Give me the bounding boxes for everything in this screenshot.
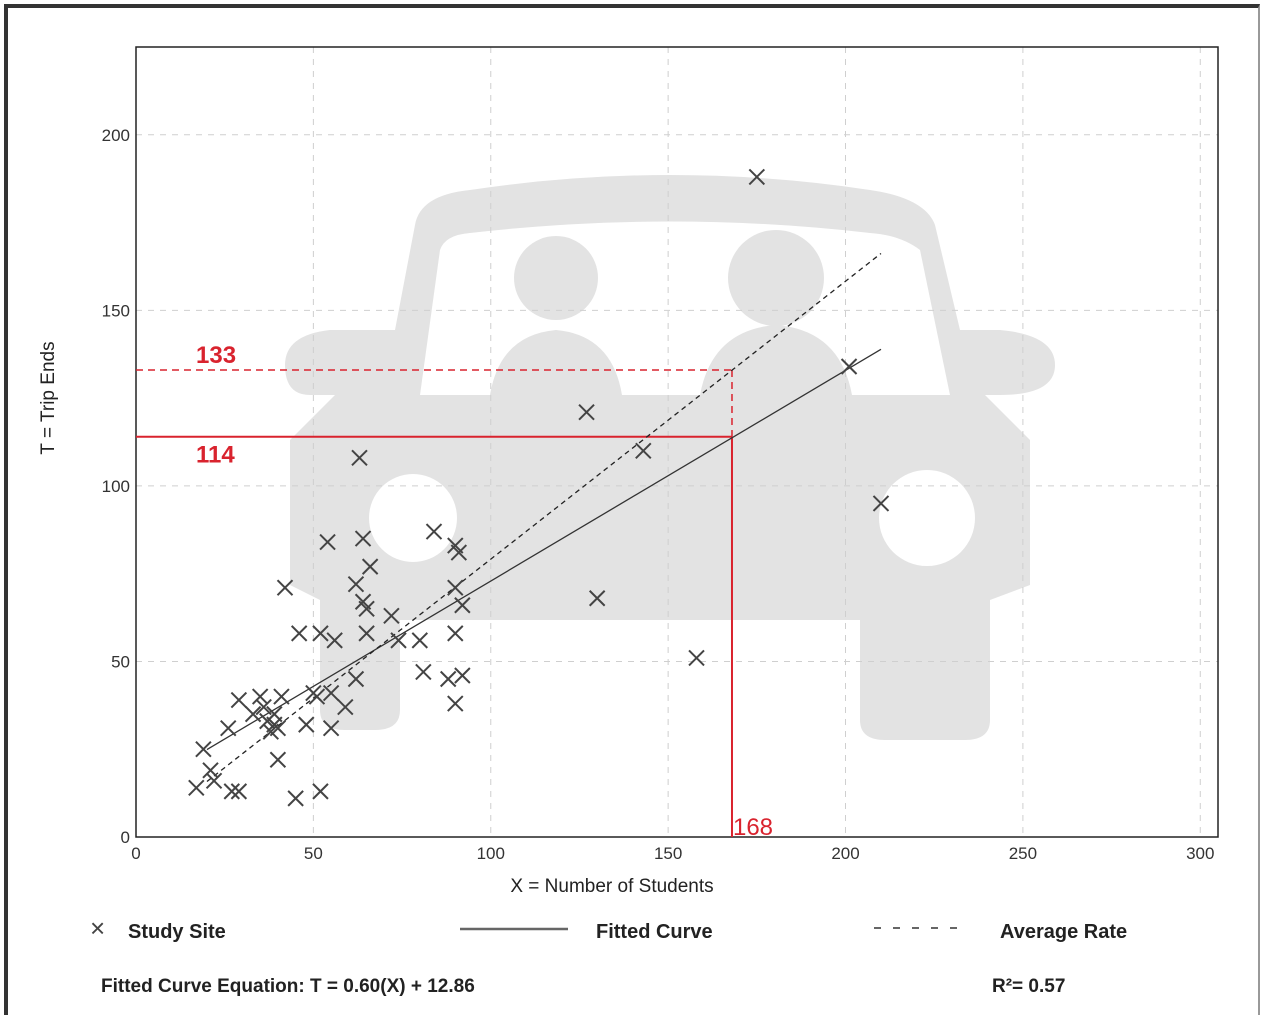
- study-site-point: [290, 625, 308, 642]
- trend-lines: [206, 252, 882, 783]
- study-site-point: [450, 544, 468, 561]
- x-tick-label: 0: [131, 844, 140, 863]
- study-site-point: [361, 558, 379, 575]
- study-site-point: [415, 663, 432, 681]
- study-site-point: [351, 449, 368, 467]
- study-site-point: [276, 579, 294, 596]
- study-site-point: [578, 403, 595, 421]
- annotations: 133 114 168: [136, 342, 773, 841]
- study-site-point: [390, 632, 407, 649]
- y-tick-label: 200: [102, 126, 130, 145]
- fitted-curve-line: [206, 348, 882, 751]
- study-site-point: [447, 579, 464, 596]
- study-site-point: [230, 691, 248, 709]
- study-site-point: [439, 670, 457, 688]
- study-site-point: [322, 719, 340, 737]
- study-site-point: [447, 695, 464, 712]
- study-site-point: [872, 495, 890, 512]
- study-site-point: [319, 533, 336, 551]
- study-site-point: [588, 590, 606, 607]
- legend: × Study Site Fitted Curve Average Rate: [90, 913, 1127, 943]
- annotation-label-168: 168: [733, 814, 773, 841]
- study-site-point: [202, 762, 219, 779]
- study-site-point: [454, 597, 471, 614]
- car-with-passengers-icon: [285, 175, 1055, 740]
- study-site-point: [322, 684, 340, 702]
- study-site-point: [205, 772, 223, 790]
- x-tick-label: 150: [654, 844, 682, 863]
- y-tick-label: 150: [102, 301, 130, 320]
- study-site-point: [251, 688, 269, 705]
- grid: [135, 47, 1218, 837]
- study-site-point: [220, 719, 237, 737]
- x-axis-label: X = Number of Students: [510, 876, 713, 897]
- study-site-point: [273, 688, 290, 705]
- study-site-point: [635, 442, 652, 459]
- study-site-point: [454, 667, 471, 684]
- x-tick-label: 300: [1186, 844, 1214, 863]
- study-site-point: [223, 783, 240, 800]
- study-site-point: [748, 168, 766, 186]
- x-tick-label: 100: [477, 844, 505, 863]
- y-tick-label: 50: [111, 652, 130, 671]
- study-site-point: [447, 625, 464, 642]
- legend-label-fitted-curve: Fitted Curve: [596, 921, 713, 943]
- study-site-point: [287, 790, 304, 807]
- annotation-label-114: 114: [196, 442, 235, 469]
- y-tick-label: 0: [121, 828, 130, 847]
- axis-ticks: 0 50 100 150 200 250 300 0 50 100 150 200: [102, 126, 1215, 863]
- study-site-point: [188, 779, 205, 797]
- study-site-point: [840, 358, 858, 375]
- chart-frame: [4, 4, 1260, 1015]
- study-site-point: [244, 705, 262, 723]
- study-site-point: [269, 719, 287, 737]
- study-site-point: [308, 688, 326, 705]
- study-site-point: [383, 607, 400, 625]
- x-tick-label: 50: [304, 844, 323, 863]
- x-tick-label: 250: [1009, 844, 1037, 863]
- r-squared: R²= 0.57: [992, 976, 1065, 997]
- fitted-curve-equation: Fitted Curve Equation: T = 0.60(X) + 12.…: [101, 976, 475, 997]
- study-site-point: [347, 670, 365, 688]
- study-site-point: [312, 783, 329, 800]
- study-site-point: [411, 632, 429, 649]
- average-rate-line: [206, 252, 882, 783]
- annotation-label-133: 133: [196, 342, 236, 369]
- study-site-point: [358, 625, 375, 642]
- legend-label-study-site: Study Site: [128, 921, 226, 943]
- study-site-point: [195, 741, 212, 758]
- y-axis-label: T = Trip Ends: [38, 341, 59, 454]
- study-site-point: [312, 625, 329, 642]
- x-tick-label: 200: [831, 844, 859, 863]
- data-points: [188, 168, 890, 807]
- study-site-point: [255, 698, 272, 716]
- y-tick-label: 100: [102, 477, 130, 496]
- study-site-point: [230, 783, 248, 800]
- study-site-point: [298, 716, 315, 733]
- legend-symbol-study-site: ×: [90, 913, 105, 943]
- study-site-point: [269, 751, 287, 768]
- study-site-point: [347, 575, 365, 593]
- study-site-point: [354, 530, 372, 547]
- study-site-point: [337, 698, 354, 716]
- legend-label-average-rate: Average Rate: [1000, 921, 1127, 943]
- study-site-point: [326, 632, 343, 649]
- plot-area-border: [135, 46, 1219, 838]
- study-site-point: [358, 600, 375, 617]
- study-site-point: [425, 523, 443, 540]
- study-site-point: [688, 649, 705, 667]
